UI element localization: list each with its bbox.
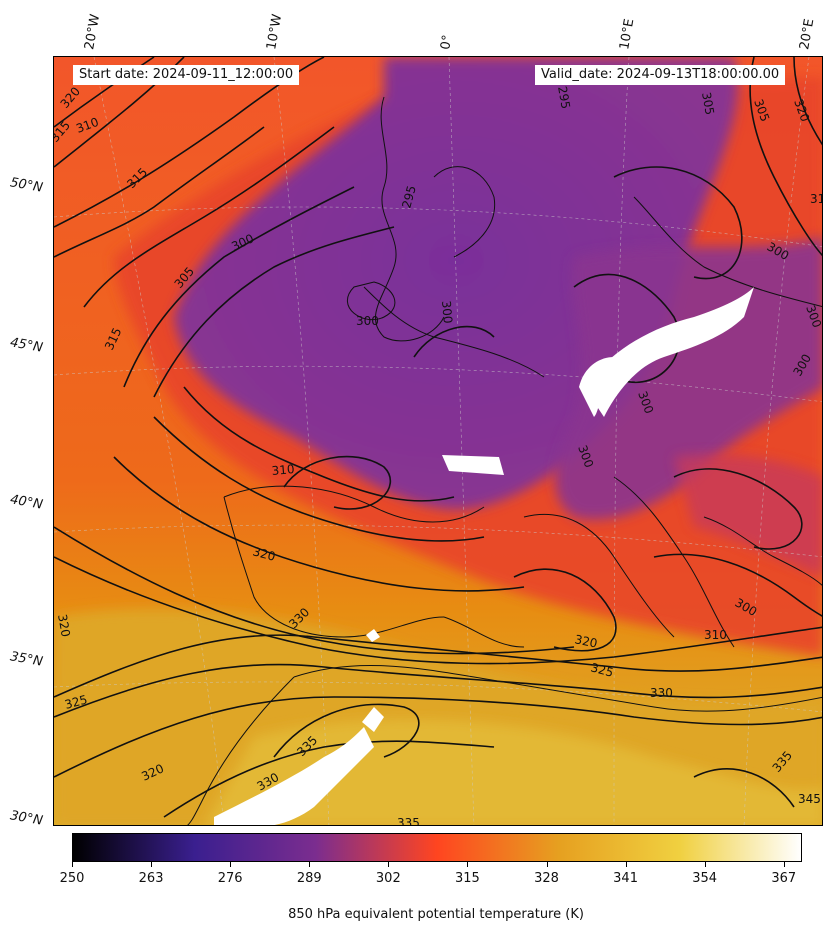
colorbar-tick-label: 276 (217, 871, 243, 886)
contour-label: 305 (699, 91, 717, 116)
contour-label: 320 (251, 544, 277, 563)
colorbar-tick-label: 354 (692, 871, 718, 886)
graticule (54, 57, 822, 825)
valid-date-label: Valid_date: 2024-09-13T18:00:00.00 (535, 65, 786, 85)
contour-label: 325 (589, 660, 615, 679)
contour-label: 300 (439, 300, 455, 324)
colorbar-tick-mark (230, 862, 232, 867)
colorbar-tick-label: 289 (296, 871, 322, 886)
masked-region-alps-west (579, 357, 614, 417)
lon-label-20e: 20°E (797, 17, 818, 52)
colorbar-tick-mark (704, 862, 706, 867)
contour-label: 320 (573, 632, 598, 650)
colorbar-tick-label: 263 (138, 871, 164, 886)
lat-label-45n: 45°N (8, 335, 44, 356)
lon-label-10w: 10°W (264, 13, 286, 52)
lat-label-50n: 50°N (8, 175, 44, 196)
theta-e-map: 320 315 310 315 300 305 315 295 300 300 … (54, 57, 823, 826)
contour-label: 330 (650, 686, 673, 700)
masked-region-sierra (366, 629, 380, 642)
colorbar-tick-mark (625, 862, 627, 867)
masked-region-alps (584, 287, 754, 417)
contour-label: 300 (356, 314, 379, 328)
lon-label-10e: 10°E (617, 17, 638, 52)
colorbar (72, 833, 802, 862)
contour-label: 310 (271, 462, 295, 478)
colorbar-tick-label: 302 (375, 871, 401, 886)
colorbar-tick-label: 341 (613, 871, 638, 886)
contour-label: 295 (555, 85, 573, 110)
colorbar-tick-mark (72, 862, 73, 867)
map-panel: 320 315 310 315 300 305 315 295 300 300 … (53, 56, 823, 826)
colorbar-tick-label: 315 (454, 871, 480, 886)
contour-label: 325 (63, 692, 89, 711)
lat-label-30n: 30°N (8, 808, 44, 829)
lon-label-0: 0° (438, 33, 456, 51)
cold-air-mass-east-fill (555, 237, 822, 520)
colorbar-tick-mark (151, 862, 153, 867)
colorbar-tick-mark (546, 862, 548, 867)
colorbar-tick-mark (309, 862, 311, 867)
colorbar-tick-label: 328 (534, 871, 559, 886)
contour-label: 315 (810, 192, 823, 206)
lon-label-20w: 20°W (82, 13, 104, 52)
contour-label: 310 (704, 628, 727, 642)
start-date-label: Start date: 2024-09-11_12:00:00 (73, 65, 300, 85)
contour-lines (54, 57, 822, 818)
masked-region-atlas (214, 727, 374, 825)
contour-label: 345 (798, 792, 821, 806)
lat-label-35n: 35°N (8, 649, 44, 670)
masked-region-atlas-peak (362, 707, 384, 732)
masked-region-pyrenees (442, 455, 504, 475)
colorbar-tick-mark (783, 862, 785, 867)
contour-label: 295 (399, 184, 418, 210)
coastlines (187, 96, 822, 825)
colorbar-tick-label: 367 (771, 871, 797, 886)
colorbar-tick-label: 250 (59, 871, 85, 886)
colorbar-label: 850 hPa equivalent potential temperature… (288, 907, 584, 922)
contour-label: 335 (397, 816, 420, 826)
colorbar-tick-mark (467, 862, 469, 867)
lat-label-40n: 40°N (8, 492, 44, 513)
contour-label: 320 (55, 613, 73, 638)
colorbar-tick-mark (388, 862, 390, 867)
